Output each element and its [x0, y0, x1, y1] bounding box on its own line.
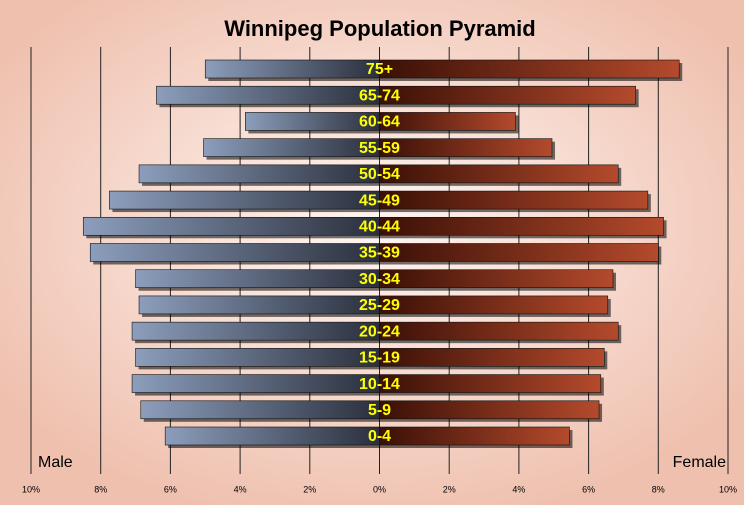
category-label: 25-29 — [359, 297, 400, 314]
legend-label: Female — [673, 454, 726, 471]
bar — [131, 321, 380, 341]
bar — [379, 400, 600, 420]
bar — [379, 374, 602, 393]
x-tick-label: 6% — [164, 484, 177, 494]
bar — [379, 138, 553, 157]
x-tick-label: 6% — [582, 484, 595, 494]
x-tick-label: 10% — [22, 484, 40, 494]
bar — [379, 243, 659, 262]
x-tick-label: 4% — [234, 484, 247, 494]
bar — [109, 190, 380, 210]
category-label: 20-24 — [359, 323, 400, 340]
bar — [379, 112, 516, 131]
category-label: 35-39 — [359, 245, 400, 262]
category-label: 55-59 — [359, 140, 400, 157]
category-label: 65-74 — [359, 87, 400, 104]
x-tick-label: 2% — [303, 484, 316, 494]
category-label: 45-49 — [359, 192, 400, 209]
x-tick-label: 2% — [443, 484, 456, 494]
bar — [131, 374, 380, 393]
category-label: 5-9 — [368, 402, 391, 419]
x-tick-label: 4% — [512, 484, 525, 494]
bar — [89, 243, 380, 262]
category-label: 50-54 — [359, 166, 400, 183]
bar — [135, 269, 380, 289]
bar — [379, 190, 649, 210]
bars — [82, 59, 683, 448]
x-tick-label: 10% — [719, 484, 737, 494]
category-label: 60-64 — [359, 114, 400, 131]
x-tick-label: 8% — [94, 484, 107, 494]
bar — [135, 348, 380, 367]
chart-title: Winnipeg Population Pyramid — [224, 16, 535, 41]
bar — [379, 269, 614, 289]
bar — [379, 426, 570, 446]
bar — [164, 426, 380, 446]
bar — [140, 400, 380, 420]
category-label: 75+ — [366, 61, 393, 78]
bar — [138, 164, 380, 184]
labels: 75+ 65-74 60-64 55-59 50-54 45-49 40-44 35-39 30… — [38, 61, 726, 471]
bar — [203, 138, 380, 157]
category-label: 0-4 — [368, 428, 391, 445]
x-tick-label: 0% — [373, 484, 386, 494]
bar — [379, 216, 664, 236]
bar — [379, 85, 636, 105]
category-label: 15-19 — [359, 350, 400, 367]
bar — [156, 85, 380, 105]
legend-label: Male — [38, 454, 73, 471]
bar — [379, 59, 680, 79]
bar — [82, 216, 380, 236]
bar — [204, 59, 380, 79]
bar — [138, 295, 380, 315]
category-label: 30-34 — [359, 271, 400, 288]
category-label: 10-14 — [359, 376, 400, 393]
bar — [379, 348, 605, 367]
category-label: 40-44 — [359, 219, 400, 236]
bar — [379, 321, 619, 341]
bar — [379, 295, 609, 315]
x-tick-label: 8% — [652, 484, 665, 494]
bar — [379, 164, 619, 184]
